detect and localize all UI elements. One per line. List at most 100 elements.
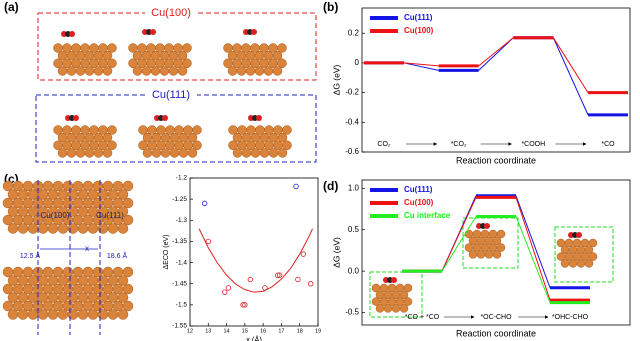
atom bbox=[576, 259, 586, 268]
atom bbox=[7, 309, 19, 320]
x-tick-label: 15 bbox=[242, 328, 248, 334]
atom bbox=[584, 245, 594, 255]
atom bbox=[75, 148, 86, 158]
atom bbox=[66, 66, 77, 76]
plot-frame bbox=[361, 7, 631, 153]
atom bbox=[187, 148, 198, 158]
atom bbox=[259, 148, 270, 158]
y-tick-label: 0.5 bbox=[348, 225, 360, 234]
width-label: 12.5 Å bbox=[20, 251, 41, 260]
point bbox=[247, 276, 254, 283]
atom bbox=[93, 66, 104, 76]
atom bbox=[7, 223, 19, 234]
atom bbox=[47, 309, 59, 320]
atom bbox=[122, 197, 134, 209]
y-tick-label: -1.2 bbox=[176, 175, 188, 182]
atom bbox=[268, 148, 279, 158]
atom bbox=[277, 43, 287, 53]
atom bbox=[132, 66, 143, 76]
atom bbox=[588, 252, 598, 261]
x-tick-label: 19 bbox=[315, 328, 321, 334]
y-tick-label: 0.2 bbox=[348, 28, 360, 37]
atom bbox=[476, 250, 486, 259]
atom bbox=[187, 132, 198, 143]
atom-o bbox=[69, 31, 75, 37]
box-title: Cu(100) bbox=[151, 7, 191, 19]
atom bbox=[57, 66, 68, 76]
y-tick-label: -1.5 bbox=[176, 302, 188, 309]
y-tick-label: -1.4 bbox=[176, 259, 188, 266]
point bbox=[201, 200, 208, 207]
atom bbox=[142, 148, 153, 158]
atom bbox=[263, 66, 274, 76]
atom bbox=[484, 250, 494, 259]
atom bbox=[122, 180, 134, 192]
atom bbox=[102, 148, 113, 158]
category-label: *OHC-CHO bbox=[552, 314, 589, 321]
atom bbox=[47, 223, 59, 234]
chart: -0.5 0.0 0.5 1.0 ΔG (eV) Reaction coordinate *… bbox=[331, 179, 631, 338]
atom bbox=[383, 304, 393, 313]
point bbox=[276, 272, 283, 278]
atom bbox=[232, 148, 243, 158]
connector bbox=[478, 37, 514, 67]
x-axis-label: x (Å) bbox=[246, 335, 262, 341]
y-tick-label: -1.35 bbox=[172, 238, 187, 245]
panel-label: (b) bbox=[323, 0, 338, 14]
y-tick-label: -1.25 bbox=[172, 196, 187, 203]
atom bbox=[160, 148, 171, 158]
atom-o bbox=[256, 115, 262, 121]
atom bbox=[399, 290, 409, 300]
y-tick-label: -1.45 bbox=[172, 280, 187, 287]
point bbox=[293, 183, 299, 190]
atom bbox=[168, 66, 179, 76]
atom bbox=[245, 66, 256, 76]
atomic-models bbox=[2, 29, 614, 335]
atom bbox=[150, 66, 161, 76]
atom bbox=[17, 309, 29, 320]
connector bbox=[478, 37, 514, 71]
atom bbox=[77, 223, 89, 234]
atom bbox=[75, 66, 86, 76]
legend-label: Cu(100) bbox=[404, 198, 434, 207]
point bbox=[222, 289, 228, 295]
atom bbox=[391, 304, 401, 313]
atom bbox=[107, 43, 117, 53]
atom bbox=[250, 148, 261, 158]
atom bbox=[568, 259, 578, 268]
atom bbox=[241, 148, 252, 158]
atom bbox=[93, 148, 104, 158]
atom bbox=[102, 66, 113, 76]
atom bbox=[102, 50, 113, 61]
connector bbox=[441, 216, 477, 272]
connector bbox=[403, 62, 439, 67]
atom bbox=[282, 140, 292, 151]
atom bbox=[117, 309, 129, 320]
point bbox=[295, 276, 301, 283]
chart: -1.2 -1.25 -1.3 -1.35 -1.4 -1.45 -1.5 -1.55 ΔECO… bbox=[163, 175, 321, 341]
atom-o bbox=[391, 277, 397, 283]
atom-o bbox=[251, 29, 257, 35]
panel-label: (d) bbox=[323, 179, 338, 193]
atom bbox=[588, 238, 598, 248]
inset-box bbox=[369, 271, 423, 318]
plot-frame bbox=[361, 179, 631, 326]
title-bg bbox=[145, 6, 197, 19]
atom bbox=[227, 66, 238, 76]
atom bbox=[122, 283, 134, 295]
title-bg bbox=[145, 88, 197, 101]
panel-label: (a) bbox=[4, 0, 19, 14]
category-label: *OC-CHO bbox=[480, 314, 512, 321]
region-label: Cu(100) bbox=[41, 211, 70, 220]
connector bbox=[552, 37, 589, 93]
x-tick-label: 18 bbox=[297, 328, 303, 334]
atom bbox=[66, 148, 77, 158]
atom bbox=[77, 309, 89, 320]
atom bbox=[492, 250, 502, 259]
x-tick-label: 12 bbox=[187, 328, 193, 334]
connector bbox=[515, 195, 551, 288]
y-tick-label: -0.6 bbox=[345, 147, 359, 156]
atom bbox=[57, 309, 69, 320]
atom bbox=[277, 132, 288, 143]
